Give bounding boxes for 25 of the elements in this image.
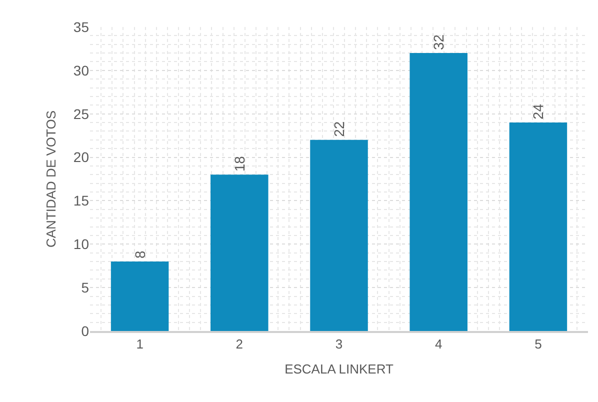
y-tick-label: 0 bbox=[81, 322, 90, 339]
data-label: 32 bbox=[430, 34, 447, 50]
bar bbox=[410, 53, 468, 331]
bar bbox=[509, 122, 568, 331]
x-tick-label: 1 bbox=[136, 336, 144, 352]
y-tick-label: 5 bbox=[81, 279, 90, 296]
data-label: 24 bbox=[530, 104, 546, 120]
y-tick-label: 25 bbox=[73, 106, 90, 122]
data-label: 8 bbox=[132, 250, 148, 259]
x-axis-title: ESCALA LINKERT bbox=[284, 361, 394, 376]
y-tick-label: 20 bbox=[73, 149, 90, 166]
y-tick-label: 10 bbox=[73, 236, 90, 252]
x-tick-label: 4 bbox=[434, 336, 442, 352]
x-tick-label: 2 bbox=[236, 336, 244, 352]
x-tick-label: 5 bbox=[534, 336, 542, 352]
x-tick-label: 3 bbox=[335, 336, 343, 352]
data-label: 18 bbox=[231, 156, 248, 172]
bar bbox=[110, 262, 169, 331]
y-tick-label: 15 bbox=[73, 192, 90, 209]
y-axis-title: CANTIDAD DE VOTOS bbox=[43, 110, 58, 248]
bar bbox=[210, 174, 268, 331]
y-tick-label: 35 bbox=[73, 18, 90, 35]
bar bbox=[310, 140, 368, 331]
data-label: 22 bbox=[331, 121, 347, 137]
y-tick-label: 30 bbox=[73, 62, 90, 78]
